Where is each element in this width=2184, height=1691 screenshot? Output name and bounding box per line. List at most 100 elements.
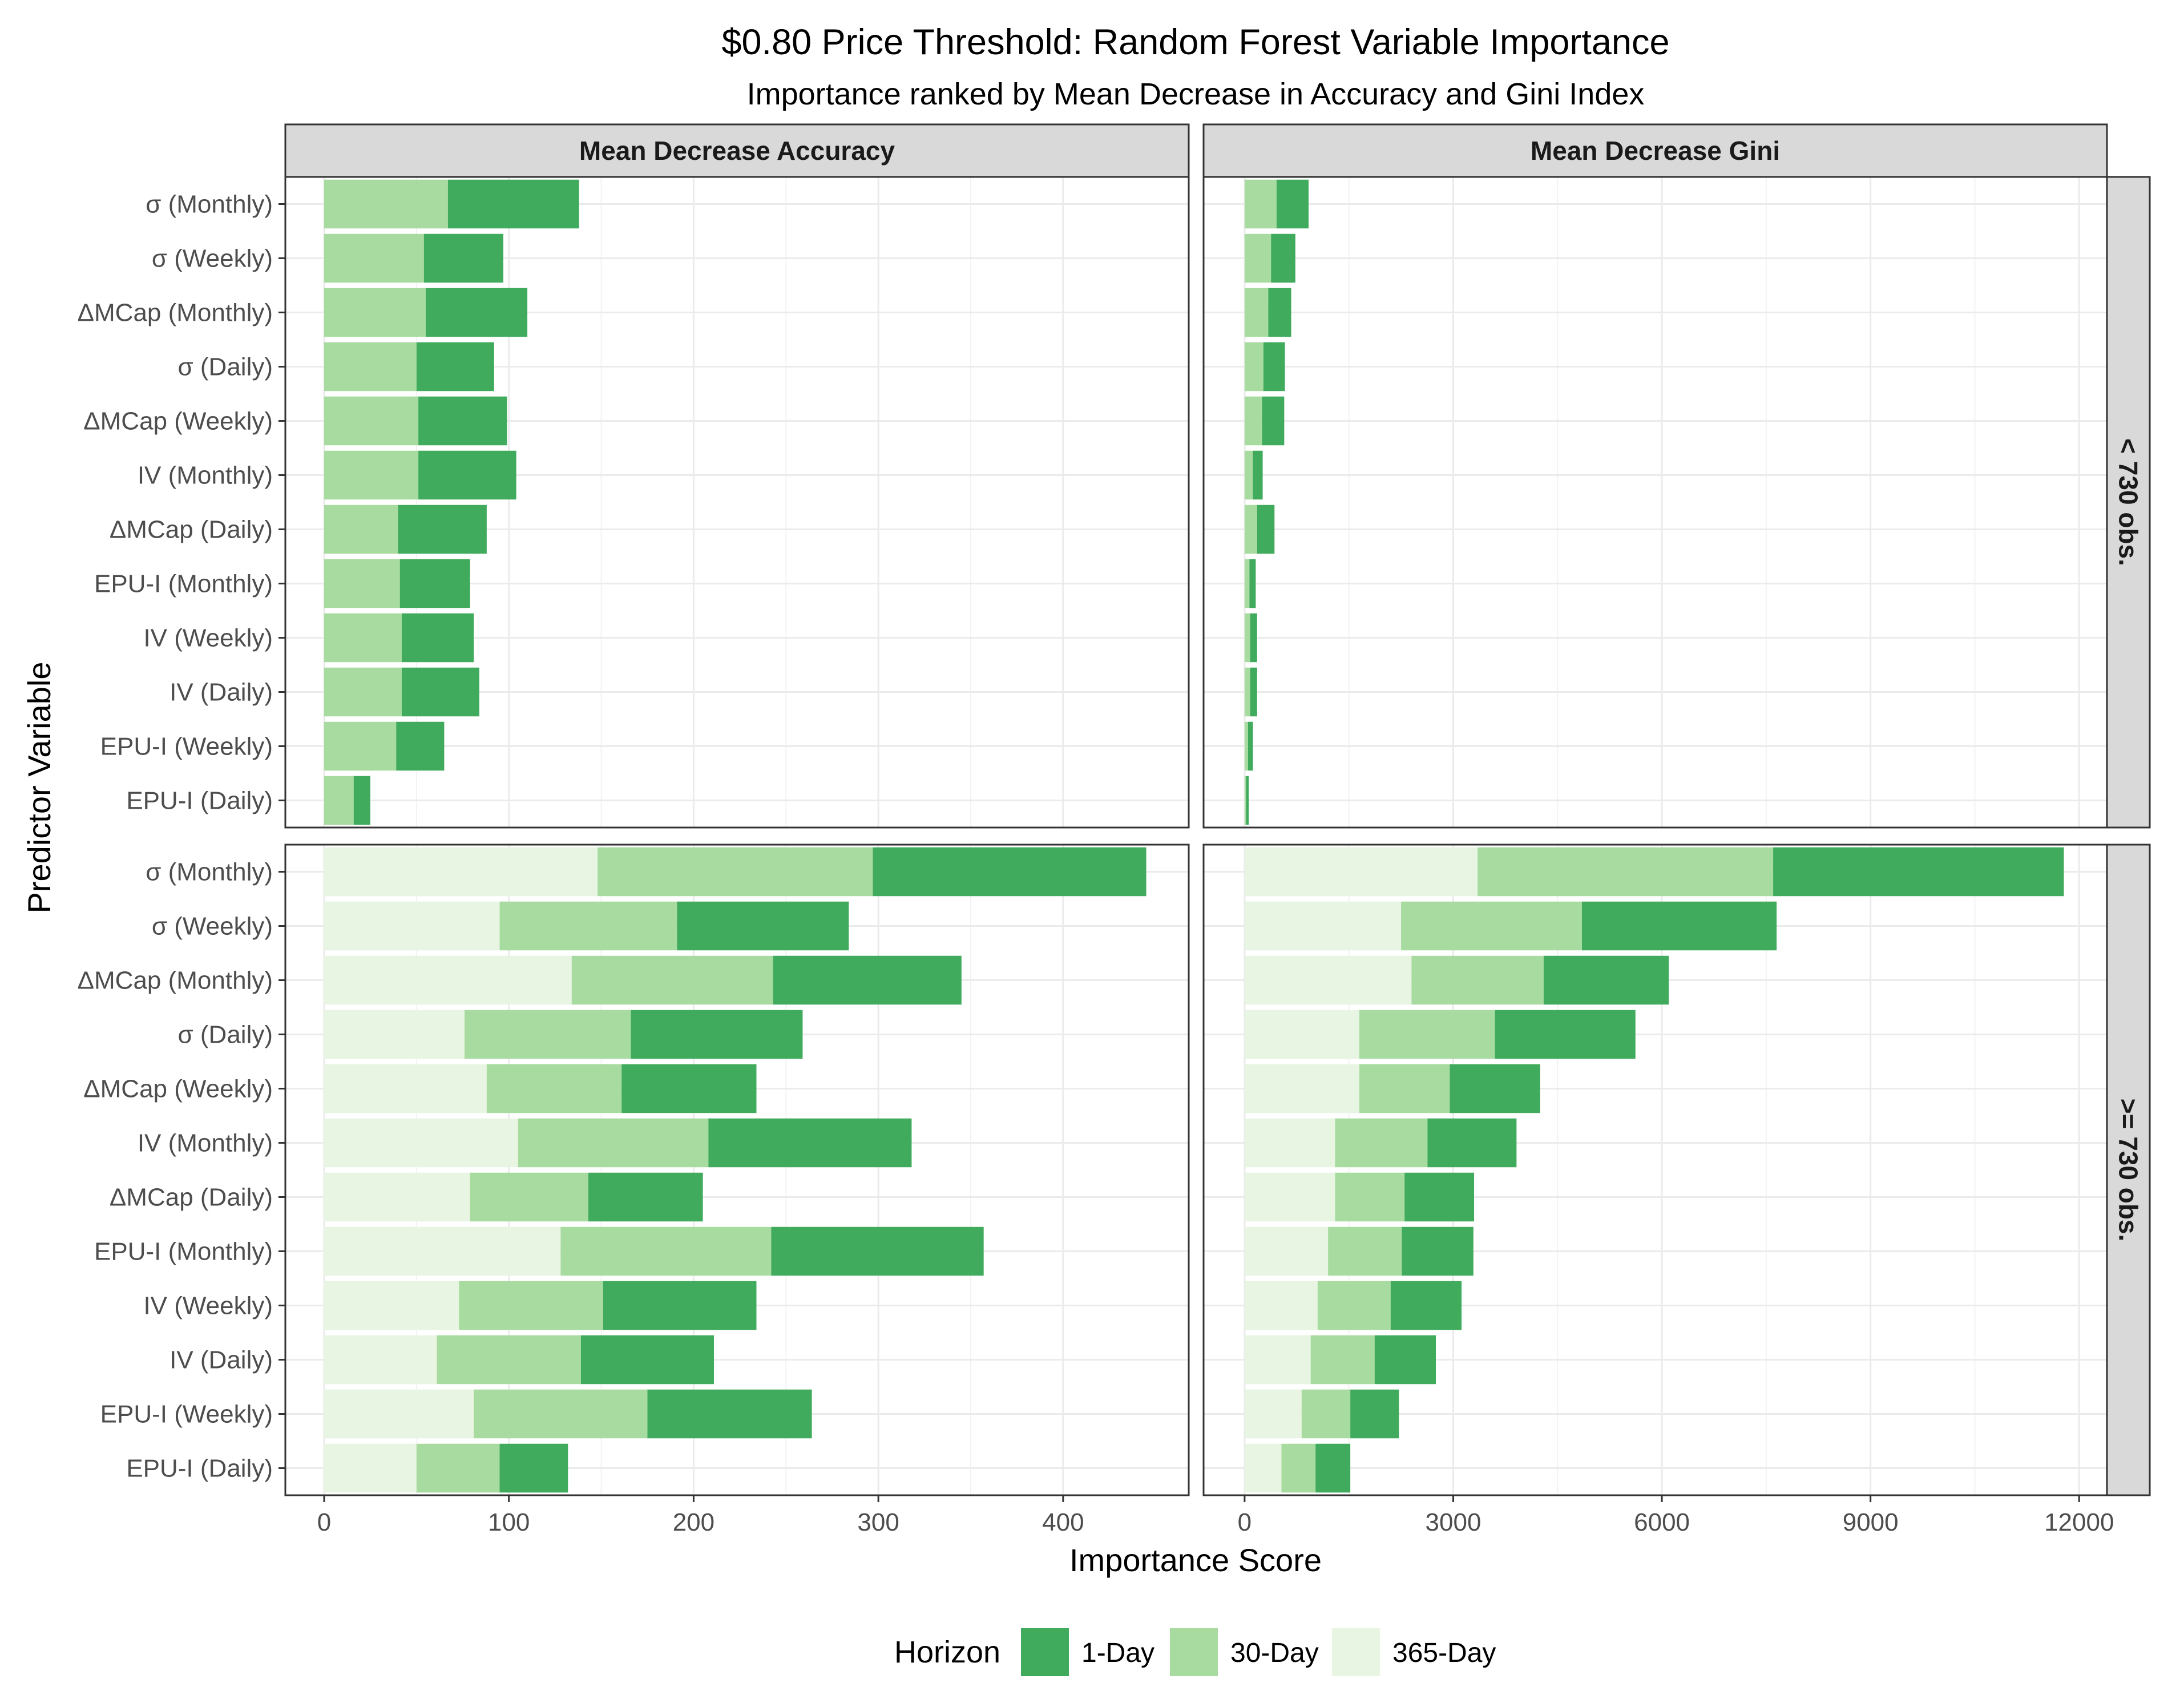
- facet-panel: 0 3000 6000 9000 12000: [1202, 844, 2114, 1536]
- bar-segment-1-day: [621, 1064, 757, 1113]
- column-strip-label: Mean Decrease Accuracy: [579, 136, 895, 166]
- bar-segment-1-day: [401, 667, 479, 717]
- bar-segment-1-day: [1262, 396, 1285, 446]
- bar-segment-30-day: [474, 1389, 648, 1439]
- x-tick-label: 300: [857, 1508, 899, 1536]
- bar-segment-1-day: [396, 721, 445, 771]
- x-tick-label: 200: [673, 1508, 714, 1536]
- bar-segment-1-day: [1263, 342, 1285, 392]
- panel-background: [1204, 177, 2107, 828]
- bar-segment-30-day: [499, 901, 677, 951]
- bar-segment-30-day: [1244, 342, 1263, 392]
- legend-label: 30-Day: [1230, 1638, 1319, 1668]
- bar-segment-30-day: [324, 179, 448, 229]
- category-label: σ (Daily): [178, 353, 273, 381]
- bar-segment-1-day: [588, 1172, 703, 1222]
- column-strip: [1202, 123, 2108, 178]
- bar-segment-30-day: [1281, 1443, 1316, 1493]
- bar-segment-365-day: [1244, 1226, 1329, 1276]
- bar-segment-1-day: [708, 1118, 912, 1168]
- category-label: IV (Weekly): [143, 1292, 273, 1320]
- bar-segment-30-day: [324, 667, 402, 717]
- category-label: EPU-I (Daily): [126, 787, 273, 815]
- bar-segment-1-day: [401, 613, 474, 663]
- bar-segment-30-day: [518, 1118, 709, 1168]
- bar-segment-365-day: [1244, 847, 1478, 897]
- row-strip: [2106, 844, 2151, 1496]
- bar-segment-30-day: [324, 342, 417, 392]
- bar-segment-30-day: [470, 1172, 588, 1222]
- bar-segment-1-day: [1257, 505, 1275, 554]
- bar-segment-1-day: [1543, 955, 1669, 1005]
- bar-segment-365-day: [1244, 1172, 1335, 1222]
- bar-segment-30-day: [1301, 1389, 1351, 1439]
- category-label: ΔMCap (Daily): [110, 516, 273, 544]
- bar-segment-30-day: [1401, 901, 1582, 951]
- bar-segment-365-day: [1244, 1064, 1359, 1113]
- bar-segment-30-day: [560, 1226, 772, 1276]
- category-label: IV (Monthly): [138, 1129, 273, 1157]
- bar-segment-1-day: [873, 847, 1147, 897]
- bar-segment-1-day: [1250, 613, 1257, 663]
- bar-segment-30-day: [1477, 847, 1774, 897]
- bar-segment-1-day: [647, 1389, 812, 1439]
- bar-segment-365-day: [1244, 955, 1412, 1005]
- bar-segment-365-day: [324, 1281, 459, 1330]
- bar-segment-30-day: [324, 233, 424, 283]
- x-tick-label: 3000: [1426, 1508, 1481, 1536]
- bar-segment-365-day: [324, 1172, 470, 1222]
- bar-segment-1-day: [499, 1443, 568, 1493]
- bar-segment-1-day: [677, 901, 849, 951]
- bar-segment-30-day: [416, 1443, 500, 1493]
- bar-segment-30-day: [1244, 505, 1257, 554]
- bar-segment-365-day: [324, 847, 598, 897]
- x-tick-label: 6000: [1634, 1508, 1690, 1536]
- x-tick-label: 400: [1042, 1508, 1084, 1536]
- legend-key-365-day: [1332, 1628, 1380, 1676]
- bar-segment-1-day: [1271, 233, 1295, 283]
- legend-title: Horizon: [894, 1635, 1000, 1669]
- bar-segment-1-day: [1246, 776, 1249, 825]
- bar-segment-365-day: [1244, 1335, 1311, 1385]
- bar-segment-30-day: [1244, 288, 1269, 337]
- bar-segment-1-day: [1350, 1389, 1399, 1439]
- category-label: EPU-I (Weekly): [100, 733, 273, 761]
- category-label: ΔMCap (Monthly): [78, 967, 273, 995]
- bar-segment-365-day: [324, 955, 572, 1005]
- bar-segment-1-day: [1249, 559, 1256, 608]
- category-label: σ (Weekly): [152, 913, 273, 941]
- facet-panel: σ (Monthly) σ (Weekly) ΔMCap (Monthly) σ (D…: [78, 844, 1190, 1536]
- bar-segment-1-day: [423, 233, 503, 283]
- bar-segment-30-day: [1317, 1281, 1391, 1330]
- bar-segment-1-day: [416, 342, 494, 392]
- bar-segment-365-day: [1244, 1443, 1282, 1493]
- facet-panels: Mean Decrease Accuracy Mean Decrease Gini…: [78, 123, 2151, 1536]
- bar-segment-1-day: [773, 955, 962, 1005]
- column-strip: [284, 123, 1190, 178]
- bar-segment-30-day: [1244, 613, 1250, 663]
- bar-segment-30-day: [1411, 955, 1544, 1005]
- bar-segment-30-day: [1335, 1118, 1428, 1168]
- bar-segment-30-day: [486, 1064, 622, 1113]
- bar-segment-1-day: [353, 776, 370, 825]
- category-label: σ (Monthly): [146, 191, 273, 219]
- legend: Horizon 1-Day 30-Day 365-Day: [894, 1628, 1496, 1676]
- bar-segment-1-day: [1253, 450, 1263, 500]
- bar-segment-1-day: [399, 559, 470, 608]
- category-label: IV (Monthly): [138, 462, 273, 490]
- bar-segment-365-day: [1244, 1389, 1302, 1439]
- bar-segment-1-day: [398, 505, 487, 554]
- bar-segment-30-day: [437, 1335, 581, 1385]
- bar-segment-30-day: [324, 450, 419, 500]
- bar-segment-1-day: [1390, 1281, 1462, 1330]
- bar-segment-30-day: [324, 288, 426, 337]
- category-label: ΔMCap (Weekly): [83, 407, 273, 435]
- panel-border: [1202, 176, 2108, 829]
- panel-background: [285, 177, 1189, 828]
- chart-subtitle: Importance ranked by Mean Decrease in Ac…: [747, 77, 1645, 111]
- bar-segment-1-day: [1773, 847, 2064, 897]
- bar-segment-365-day: [324, 1064, 487, 1113]
- category-label: IV (Daily): [169, 679, 273, 707]
- bar-segment-30-day: [324, 613, 402, 663]
